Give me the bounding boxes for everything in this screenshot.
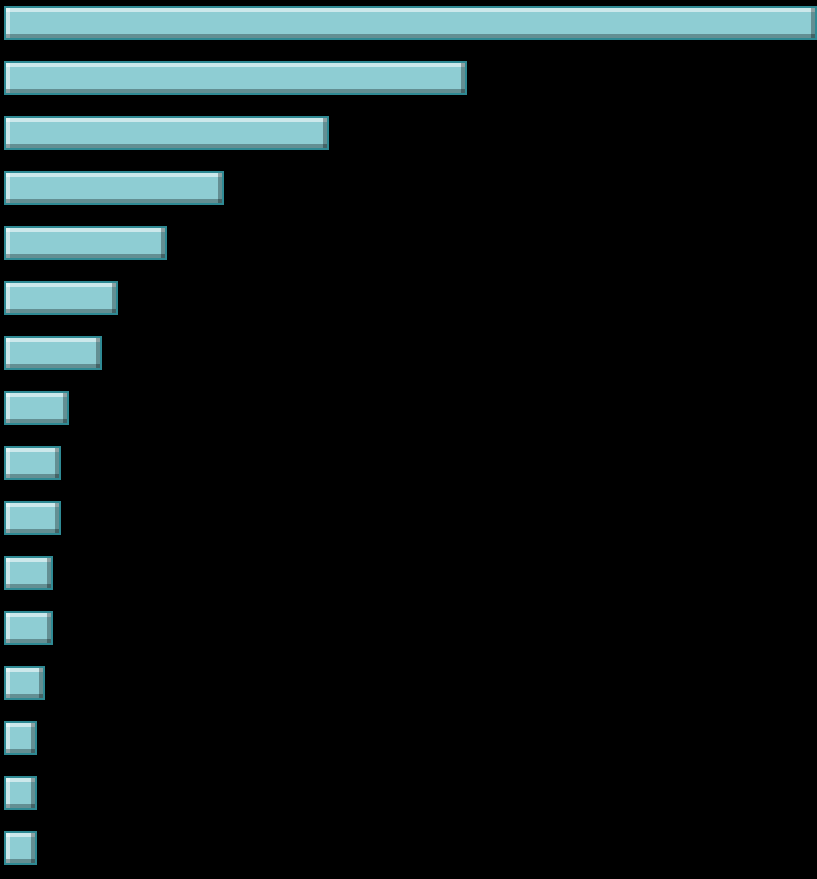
bar-0 <box>4 6 817 40</box>
bar-8 <box>4 446 61 480</box>
bar-4 <box>4 226 167 260</box>
bar-7 <box>4 391 69 425</box>
bar-3 <box>4 171 224 205</box>
bar-14 <box>4 776 37 810</box>
bar-5 <box>4 281 118 315</box>
bar-11 <box>4 611 53 645</box>
bar-1 <box>4 61 467 95</box>
bar-9 <box>4 501 61 535</box>
bar-10 <box>4 556 53 590</box>
bar-12 <box>4 666 45 700</box>
bar-6 <box>4 336 102 370</box>
bar-15 <box>4 831 37 865</box>
bar-chart <box>0 0 817 879</box>
bar-2 <box>4 116 329 150</box>
bar-13 <box>4 721 37 755</box>
